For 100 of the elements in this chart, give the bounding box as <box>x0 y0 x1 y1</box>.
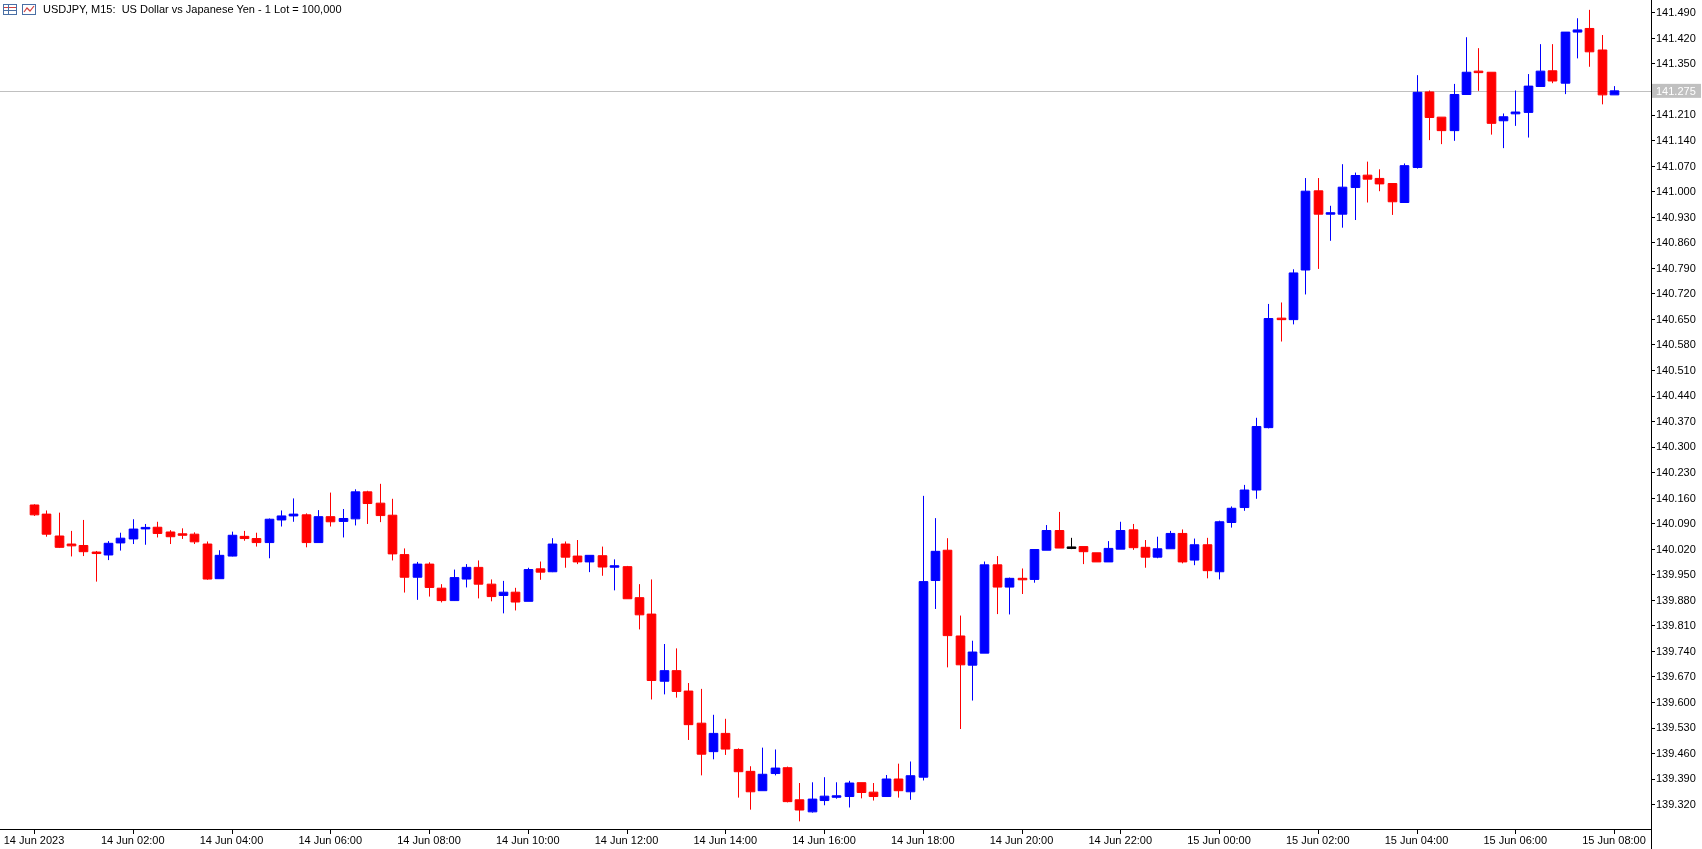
candlestick <box>1486 71 1497 136</box>
candlestick <box>1288 268 1299 325</box>
candlestick <box>1078 546 1089 565</box>
y-tick-label: 141.490 <box>1656 6 1696 19</box>
candlestick <box>1325 205 1336 242</box>
x-tick-label: 14 Jun 2023 <box>3 834 65 846</box>
y-tick-label: 139.880 <box>1656 593 1696 606</box>
candlestick <box>584 554 595 573</box>
candlestick <box>646 578 657 700</box>
candlestick <box>461 563 472 588</box>
candlestick <box>720 718 731 756</box>
ref-line-label: 141.275 <box>1656 84 1696 97</box>
x-tick-label: 14 Jun 06:00 <box>298 834 363 846</box>
candlestick <box>1177 528 1188 564</box>
candlestick <box>1029 549 1040 584</box>
y-tick-label: 140.440 <box>1656 389 1696 402</box>
candlestick <box>239 530 250 542</box>
candlestick <box>1152 536 1163 559</box>
candlestick <box>66 530 77 557</box>
y-tick-label: 140.580 <box>1656 338 1696 351</box>
y-tick-label: 139.320 <box>1656 798 1696 811</box>
candlestick <box>856 782 867 799</box>
y-tick-label: 141.140 <box>1656 133 1696 146</box>
y-tick-label: 140.020 <box>1656 542 1696 555</box>
candlestick <box>1609 85 1620 96</box>
candlestick <box>881 774 892 798</box>
x-tick-label: 14 Jun 16:00 <box>792 834 856 846</box>
y-tick-label: 140.860 <box>1656 236 1696 249</box>
chart-title: USDJPY, M15: US Dollar vs Japanese Yen - 1 Lot = 100,000 <box>43 3 342 15</box>
candlestick <box>708 714 719 760</box>
y-tick-label: 141.210 <box>1656 108 1696 121</box>
candlestick <box>350 488 361 526</box>
candlestick <box>1572 17 1583 59</box>
y-tick-label: 141.420 <box>1656 31 1696 44</box>
y-tick-label: 140.090 <box>1656 517 1696 530</box>
candlestick <box>955 615 966 730</box>
candlestick <box>313 509 324 544</box>
y-tick-label: 140.510 <box>1656 363 1696 376</box>
candlestick <box>671 647 682 699</box>
candlestick <box>1239 484 1250 512</box>
candlestick <box>375 483 386 523</box>
candlestick <box>41 509 52 538</box>
candlestick <box>1584 9 1595 68</box>
candlestick <box>868 782 879 802</box>
y-tick-label: 140.930 <box>1656 210 1696 223</box>
candlestick <box>1226 505 1237 529</box>
candlestick <box>1461 36 1472 95</box>
candlestick <box>1424 89 1435 141</box>
y-tick-label: 140.300 <box>1656 440 1696 453</box>
candlestick <box>473 559 484 599</box>
candlestick <box>1337 163 1348 229</box>
x-tick-label: 14 Jun 12:00 <box>594 834 659 846</box>
candlestick <box>893 763 904 799</box>
candlestick <box>1597 34 1608 105</box>
candlestick <box>930 517 941 610</box>
candlestick <box>510 587 521 611</box>
x-tick-label: 15 Jun 00:00 <box>1187 834 1251 846</box>
candlestick <box>696 688 707 776</box>
candlestick <box>1547 43 1558 84</box>
candlestick <box>1374 168 1385 192</box>
candlestick <box>1103 540 1114 563</box>
y-tick-label: 139.740 <box>1656 644 1696 657</box>
candlestick <box>1263 303 1274 429</box>
candlestick <box>1387 183 1398 216</box>
candlestick <box>387 498 398 561</box>
y-tick-label: 140.160 <box>1656 491 1696 504</box>
candlestick <box>572 539 583 565</box>
candlestick <box>560 540 571 569</box>
candlestick <box>152 521 163 538</box>
candlestick <box>165 529 176 545</box>
candlestick <box>757 747 768 792</box>
y-tick-label: 139.390 <box>1656 772 1696 785</box>
candlestick <box>1473 47 1484 92</box>
y-tick-label: 141.350 <box>1656 57 1696 70</box>
y-tick-label: 139.670 <box>1656 670 1696 683</box>
x-tick-label: 15 Jun 04:00 <box>1384 834 1449 846</box>
candlestick <box>301 512 312 548</box>
candlestick <box>140 523 151 546</box>
y-tick-label: 140.370 <box>1656 414 1696 427</box>
candlestick <box>844 780 855 808</box>
candlestick <box>782 766 793 803</box>
candlestick <box>609 558 620 591</box>
candlestick <box>362 490 373 525</box>
candlestick <box>1189 538 1200 566</box>
candlestick <box>276 509 287 528</box>
x-tick-label: 14 Jun 14:00 <box>693 834 758 846</box>
x-tick-label: 14 Jun 18:00 <box>890 834 955 846</box>
y-tick-label: 140.650 <box>1656 312 1696 325</box>
candlestick <box>399 547 410 594</box>
candlestick <box>1202 537 1213 579</box>
candlestick <box>1041 524 1052 551</box>
y-tick-label: 139.600 <box>1656 695 1696 708</box>
candlestick <box>1510 89 1521 127</box>
x-tick-label: 15 Jun 08:00 <box>1582 834 1646 846</box>
candlestick <box>807 781 818 814</box>
candlestick <box>227 531 238 557</box>
x-tick-label: 14 Jun 10:00 <box>495 834 560 846</box>
candlestick <box>128 518 139 545</box>
y-tick-label: 140.720 <box>1656 287 1696 300</box>
x-tick-label: 15 Jun 06:00 <box>1483 834 1548 846</box>
